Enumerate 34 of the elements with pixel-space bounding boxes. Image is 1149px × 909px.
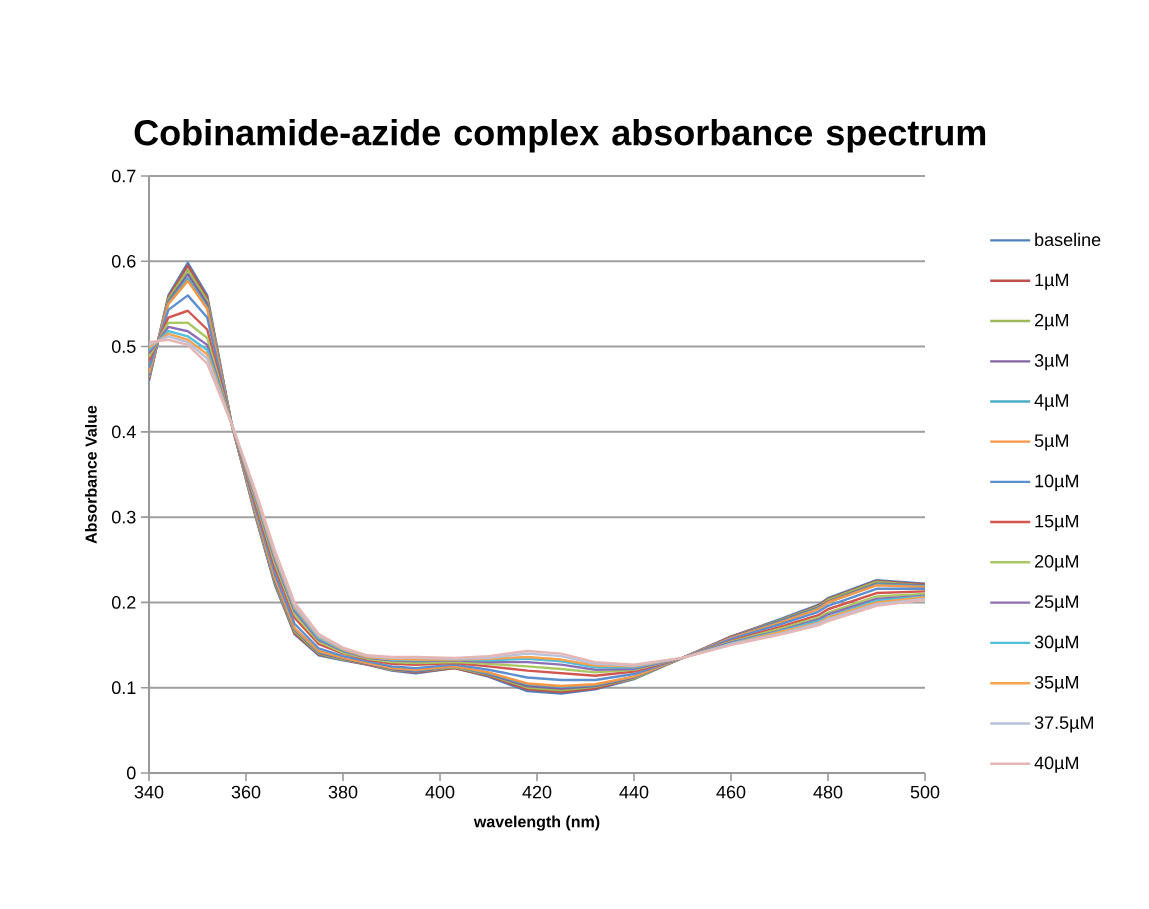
legend-label: 1µM [1035,273,1068,290]
y-tick-label: 0.4 [111,425,136,439]
x-tick-label: 360 [231,785,261,799]
y-tick-label: 0.7 [111,169,136,183]
legend-label: 5µM [1034,434,1068,451]
y-axis-title: Absorbance Value [85,405,97,544]
x-tick-label: 500 [910,785,940,799]
x-tick-label: 340 [134,785,164,799]
chart-title: Cobinamide-azide complex absorbance spectrum [134,119,986,153]
legend-label: 35µM [1034,675,1078,693]
legend-label: 2µM [1034,313,1068,331]
y-tick-label: 0.3 [111,510,136,524]
x-tick-label: 400 [425,785,455,799]
y-tick-label: 0 [126,766,136,780]
legend-label: 3µM [1034,354,1068,371]
x-tick-label: 460 [716,785,746,799]
y-tick-label: 0.5 [111,340,136,353]
x-tick-label: 440 [619,785,649,799]
legend-label: 37.5µM [1034,716,1094,733]
legend-label: 40µM [1034,756,1078,773]
legend-label: 25µM [1034,595,1078,612]
legend-label: 15µM [1035,514,1078,531]
y-tick-label: 0.2 [111,596,136,609]
x-axis-title: wavelength (nm) [473,815,600,831]
x-tick-label: 420 [522,785,552,799]
x-tick-label: 480 [813,785,843,799]
legend-label: 4µM [1034,394,1068,411]
y-tick-label: 0.1 [111,681,136,695]
legend-label: 10µM [1035,474,1078,491]
y-tick-label: 0.6 [111,254,136,268]
legend-label: 20µM [1034,554,1078,572]
legend-label: 30µM [1034,635,1078,652]
legend-label: baseline [1035,232,1101,247]
x-tick-label: 380 [328,785,358,799]
